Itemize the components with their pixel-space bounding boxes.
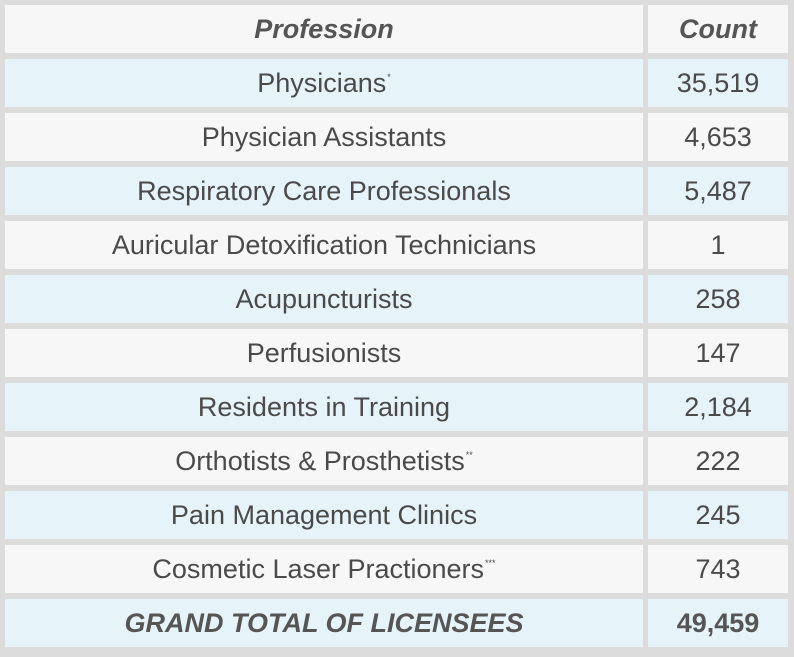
count-cell: 1 bbox=[648, 221, 788, 269]
profession-text: Pain Management Clinics bbox=[170, 499, 478, 530]
profession-text: Residents in Training bbox=[197, 391, 451, 422]
profession-cell: Perfusionists bbox=[5, 329, 643, 377]
header-profession: Profession bbox=[5, 5, 643, 53]
profession-cell: Pain Management Clinics bbox=[5, 491, 643, 539]
profession-text: Auricular Detoxification Technicians bbox=[111, 229, 537, 260]
count-cell: 222 bbox=[648, 437, 788, 485]
count-cell: 5,487 bbox=[648, 167, 788, 215]
profession-cell: Acupuncturists bbox=[5, 275, 643, 323]
profession-text: Respiratory Care Professionals bbox=[137, 175, 511, 206]
count-cell: 245 bbox=[648, 491, 788, 539]
count-cell: 743 bbox=[648, 545, 788, 593]
profession-text: Cosmetic Laser Practioners bbox=[152, 553, 485, 584]
count-cell: 4,653 bbox=[648, 113, 788, 161]
profession-text: Perfusionists bbox=[246, 337, 402, 368]
profession-cell: Physician Assistants bbox=[5, 113, 643, 161]
profession-text: Acupuncturists bbox=[235, 283, 413, 314]
profession-cell: Physicians * bbox=[5, 59, 643, 107]
count-cell: 2,184 bbox=[648, 383, 788, 431]
profession-cell: Respiratory Care Professionals bbox=[5, 167, 643, 215]
footnote-mark: ** bbox=[465, 450, 473, 460]
profession-cell: Orthotists & Prosthetists ** bbox=[5, 437, 643, 485]
header-count: Count bbox=[648, 5, 788, 53]
profession-cell: Auricular Detoxification Technicians bbox=[5, 221, 643, 269]
grand-total-count: 49,459 bbox=[648, 599, 788, 647]
count-cell: 35,519 bbox=[648, 59, 788, 107]
count-cell: 147 bbox=[648, 329, 788, 377]
profession-text: Physicians bbox=[257, 67, 387, 98]
count-cell: 258 bbox=[648, 275, 788, 323]
profession-cell: Residents in Training bbox=[5, 383, 643, 431]
profession-text: Orthotists & Prosthetists bbox=[175, 445, 465, 476]
profession-text: Physician Assistants bbox=[201, 121, 447, 152]
profession-cell: Cosmetic Laser Practioners *** bbox=[5, 545, 643, 593]
footnote-mark: *** bbox=[485, 558, 496, 568]
table-grid: Profession Count Physicians * 35,519 Phys… bbox=[5, 5, 790, 647]
grand-total-label: GRAND TOTAL OF LICENSEES bbox=[5, 599, 643, 647]
footnote-mark: * bbox=[387, 72, 391, 82]
